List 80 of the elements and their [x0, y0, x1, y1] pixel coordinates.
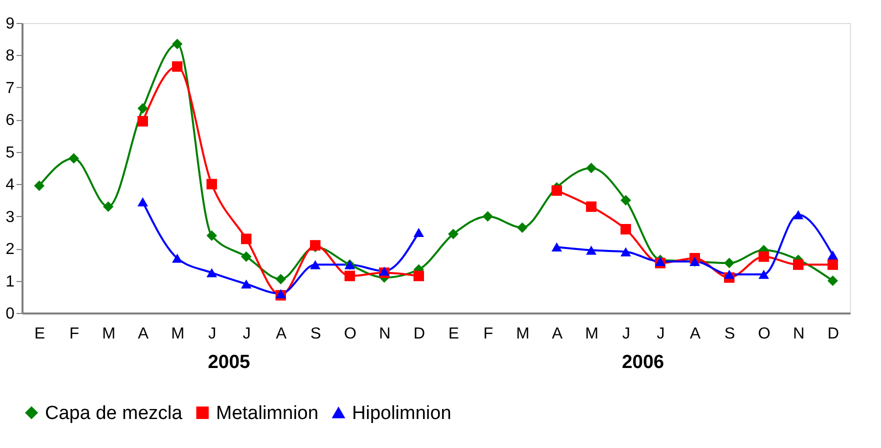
- y-tick-label: 9: [6, 16, 15, 32]
- legend-label: Hipolimnion: [352, 402, 452, 424]
- point: [552, 185, 562, 196]
- x-tick-label: M: [102, 326, 116, 342]
- x-tick-label: M: [585, 326, 598, 342]
- point: [758, 270, 769, 279]
- point: [586, 246, 596, 255]
- point: [206, 268, 217, 278]
- x-tick-label: J: [242, 326, 251, 342]
- x-tick-label: M: [171, 326, 184, 342]
- point: [828, 276, 838, 286]
- point: [172, 254, 182, 263]
- y-tick-label: 2: [6, 241, 15, 258]
- point: [414, 270, 424, 282]
- x-tick-label: F: [69, 326, 80, 342]
- point: [586, 162, 596, 174]
- x-tick-label: O: [758, 326, 770, 342]
- y-tick-label: 1: [6, 273, 15, 290]
- x-tick-label: O: [344, 326, 356, 342]
- point: [276, 289, 286, 298]
- x-tick-label: J: [622, 326, 630, 342]
- point: [552, 242, 562, 252]
- point: [448, 228, 458, 240]
- x-tick-label: E: [448, 326, 460, 342]
- point: [724, 258, 734, 268]
- x-tick-label: S: [310, 326, 322, 342]
- point: [620, 194, 631, 206]
- point: [620, 247, 631, 256]
- x-tick-label: D: [413, 326, 426, 342]
- x-tick-label: E: [34, 326, 46, 342]
- point: [482, 211, 493, 222]
- point: [344, 270, 355, 282]
- x-tick-label: A: [552, 326, 563, 342]
- point: [586, 201, 596, 212]
- text: 2006: [622, 352, 664, 373]
- legend-label: Metalimnion: [216, 402, 318, 424]
- point: [34, 180, 44, 191]
- point: [138, 103, 148, 114]
- x-tick-label: S: [724, 326, 736, 342]
- point: [828, 259, 838, 270]
- point: [138, 116, 148, 127]
- x-tick-label: A: [138, 326, 149, 342]
- x-tick-label: N: [378, 326, 391, 342]
- point: [724, 270, 734, 279]
- x-tick-label: A: [276, 326, 287, 342]
- point: [206, 230, 217, 241]
- y-tick-label: 5: [6, 144, 15, 162]
- point: [172, 38, 182, 50]
- point: [241, 251, 252, 262]
- legend-label: Capa de mezcla: [45, 402, 183, 424]
- x-tick-label: D: [827, 326, 840, 342]
- y-tick-label: 6: [6, 112, 15, 130]
- point: [241, 234, 252, 244]
- x-tick-label: J: [208, 326, 216, 342]
- point: [758, 251, 769, 262]
- point: [620, 224, 631, 234]
- point: [310, 260, 320, 270]
- point: [276, 274, 286, 284]
- point: [793, 259, 804, 270]
- y-tick-label: 7: [6, 80, 15, 97]
- y-tick-label: 0: [6, 306, 15, 322]
- x-tick-label: A: [690, 326, 701, 342]
- point: [68, 153, 79, 164]
- point: [138, 197, 148, 206]
- x-tick-label: F: [483, 326, 494, 342]
- y-tick-label: 4: [6, 176, 15, 194]
- y-tick-label: 3: [6, 208, 15, 226]
- text: 2005: [208, 352, 251, 373]
- point: [517, 222, 528, 233]
- x-tick-label: N: [792, 326, 805, 342]
- point: [414, 228, 424, 237]
- point: [206, 178, 217, 190]
- point: [103, 201, 114, 212]
- point: [828, 250, 838, 260]
- x-tick-label: M: [516, 326, 530, 342]
- point: [793, 210, 804, 220]
- y-tick-label: 8: [6, 48, 15, 65]
- x-tick-label: J: [656, 326, 665, 342]
- point: [241, 279, 252, 289]
- point: [172, 61, 182, 72]
